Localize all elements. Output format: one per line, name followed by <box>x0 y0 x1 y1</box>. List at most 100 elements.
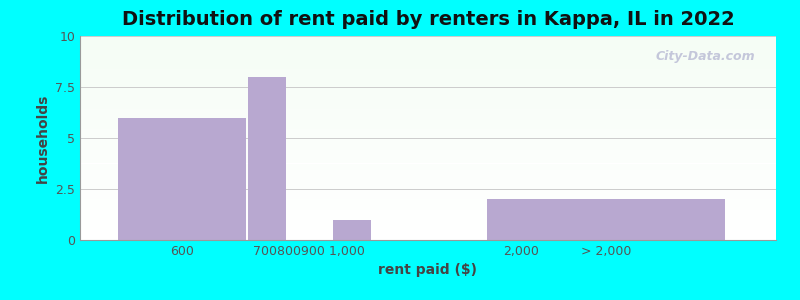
Bar <box>80 176 776 177</box>
Bar <box>80 51 776 52</box>
Bar <box>80 202 776 203</box>
Bar <box>80 199 776 200</box>
Bar <box>80 103 776 104</box>
Bar <box>80 238 776 239</box>
Bar <box>248 77 286 240</box>
Bar <box>80 155 776 156</box>
Bar <box>80 98 776 99</box>
Bar <box>80 182 776 183</box>
Bar <box>80 42 776 43</box>
Bar <box>80 100 776 101</box>
Bar <box>80 108 776 109</box>
Bar <box>80 146 776 147</box>
Bar <box>80 112 776 113</box>
Bar <box>80 65 776 66</box>
Bar <box>80 36 776 37</box>
Bar <box>80 45 776 46</box>
Bar <box>80 189 776 190</box>
Bar <box>80 78 776 79</box>
Bar <box>80 167 776 168</box>
Bar <box>80 187 776 188</box>
Bar <box>80 202 776 203</box>
Bar <box>80 162 776 163</box>
Bar <box>80 129 776 130</box>
Bar <box>80 73 776 74</box>
Bar <box>80 180 776 181</box>
Bar <box>80 143 776 144</box>
Bar <box>80 169 776 170</box>
Bar <box>80 216 776 217</box>
Bar <box>80 164 776 165</box>
X-axis label: rent paid ($): rent paid ($) <box>378 263 478 278</box>
Bar <box>80 227 776 228</box>
Bar <box>80 57 776 58</box>
Bar <box>80 96 776 97</box>
Bar <box>80 119 776 120</box>
Bar <box>80 125 776 126</box>
Bar <box>80 106 776 107</box>
Bar <box>80 124 776 125</box>
Bar <box>80 211 776 212</box>
Bar <box>80 145 776 146</box>
Bar <box>80 114 776 115</box>
Bar <box>80 178 776 179</box>
Bar <box>80 191 776 192</box>
Bar <box>80 172 776 173</box>
Bar <box>80 150 776 151</box>
Bar <box>80 56 776 57</box>
Bar <box>80 61 776 62</box>
Bar <box>80 111 776 112</box>
Bar <box>80 193 776 194</box>
Bar <box>80 231 776 232</box>
Bar <box>80 179 776 180</box>
Bar <box>80 223 776 224</box>
Bar <box>80 132 776 133</box>
Bar <box>80 77 776 78</box>
Bar <box>333 220 370 240</box>
Bar <box>80 174 776 175</box>
Bar <box>80 194 776 195</box>
Bar <box>80 66 776 67</box>
Bar <box>80 161 776 162</box>
Bar <box>80 165 776 166</box>
Bar <box>80 136 776 137</box>
Y-axis label: households: households <box>35 93 50 183</box>
Bar <box>487 199 725 240</box>
Bar <box>80 133 776 134</box>
Bar <box>80 239 776 240</box>
Bar <box>80 152 776 153</box>
Bar <box>80 168 776 169</box>
Bar <box>80 49 776 50</box>
Bar <box>80 84 776 85</box>
Bar <box>80 153 776 154</box>
Bar <box>80 120 776 121</box>
Bar <box>80 142 776 143</box>
Bar <box>80 126 776 127</box>
Bar <box>80 209 776 210</box>
Bar <box>80 54 776 55</box>
Bar <box>80 95 776 96</box>
Bar <box>80 92 776 93</box>
Bar <box>80 147 776 148</box>
Bar <box>80 154 776 155</box>
Bar <box>80 233 776 234</box>
Bar <box>80 86 776 87</box>
Bar <box>80 141 776 142</box>
Bar <box>80 195 776 196</box>
Bar <box>80 184 776 185</box>
Bar <box>80 93 776 94</box>
Bar <box>80 237 776 238</box>
Bar <box>80 201 776 202</box>
Bar <box>80 207 776 208</box>
Bar <box>80 123 776 124</box>
Bar <box>80 39 776 40</box>
Bar <box>80 81 776 82</box>
Bar <box>80 47 776 48</box>
Bar <box>80 156 776 157</box>
Bar <box>80 188 776 189</box>
Bar <box>80 70 776 71</box>
Bar <box>80 177 776 178</box>
Bar <box>80 221 776 222</box>
Bar <box>80 44 776 45</box>
Bar <box>80 41 776 42</box>
